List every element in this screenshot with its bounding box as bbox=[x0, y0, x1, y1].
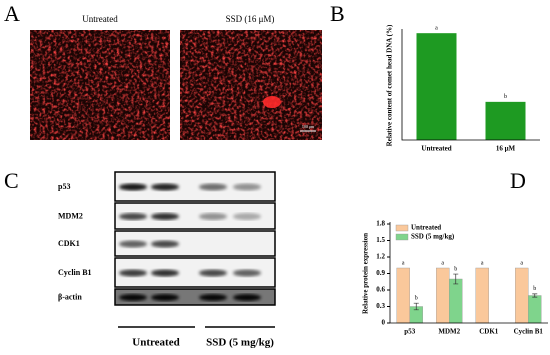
blot-row-label: MDM2 bbox=[58, 211, 83, 220]
axes bbox=[401, 29, 540, 141]
significance-letter: b bbox=[415, 296, 418, 302]
western-blot: p53 MDM2 CDK1 Cyclin B1 β-actin bbox=[58, 171, 276, 306]
blot-row-label: β-actin bbox=[58, 292, 82, 301]
legend-label: Untreated bbox=[411, 224, 441, 232]
bar bbox=[396, 267, 410, 324]
legend-label: SSD (5 mg/kg) bbox=[411, 233, 455, 241]
y-tick-label: 1.8 bbox=[376, 220, 385, 228]
micrograph-label: SSD (16 μM) bbox=[226, 14, 275, 24]
x-tick-label: Cyclin B1 bbox=[514, 328, 544, 336]
blot-band bbox=[119, 269, 147, 277]
bar bbox=[436, 267, 450, 324]
blot-strip bbox=[114, 288, 276, 306]
panel-label: C bbox=[4, 168, 19, 193]
blot-band bbox=[233, 294, 261, 301]
blot-row-label: p53 bbox=[58, 182, 70, 191]
bar bbox=[416, 33, 457, 140]
panel-label: A bbox=[4, 1, 20, 26]
group-label: SSD (5 mg/kg) bbox=[206, 337, 274, 349]
blot-band bbox=[233, 183, 261, 191]
blot-row-label: CDK1 bbox=[58, 239, 80, 248]
blot-band bbox=[119, 294, 147, 301]
micrograph bbox=[180, 30, 322, 140]
y-tick-label: 1.2 bbox=[376, 253, 385, 261]
y-tick-label: 0.3 bbox=[376, 302, 385, 310]
blot-band bbox=[151, 269, 179, 277]
bar bbox=[449, 278, 463, 324]
error-bar bbox=[532, 293, 538, 298]
legend-swatch bbox=[395, 224, 409, 232]
blot-band bbox=[151, 213, 179, 220]
blot-band bbox=[151, 294, 179, 301]
y-tick-label: 0 bbox=[382, 319, 386, 327]
x-tick-label: MDM2 bbox=[438, 328, 460, 336]
significance-letter: a bbox=[435, 26, 438, 32]
group-label: Untreated bbox=[132, 337, 179, 349]
blot-row-label: Cyclin B1 bbox=[58, 268, 92, 277]
blot-band bbox=[233, 213, 261, 220]
micrograph-label: Untreated bbox=[82, 14, 118, 24]
y-tick-label: 1.5 bbox=[376, 236, 385, 244]
significance-letter: b bbox=[533, 286, 536, 292]
significance-letter: b bbox=[454, 266, 457, 272]
y-tick-label: 0.6 bbox=[376, 286, 385, 294]
error-bar bbox=[453, 273, 459, 285]
blot-band bbox=[119, 183, 147, 191]
blot-band bbox=[199, 183, 227, 191]
error-bar bbox=[413, 302, 419, 311]
axes bbox=[389, 222, 548, 324]
blot-band bbox=[199, 269, 227, 277]
blot-band bbox=[199, 294, 227, 301]
panel-label: D bbox=[510, 168, 526, 193]
significance-letter: a bbox=[402, 260, 405, 266]
blot-band bbox=[233, 269, 261, 277]
blot-band bbox=[151, 183, 179, 191]
significance-letter: a bbox=[441, 260, 444, 266]
y-axis-label: Relative content of comet head DNA (%) bbox=[386, 24, 394, 146]
x-tick-label: CDK1 bbox=[479, 328, 499, 336]
y-axis-label: Relative protein expression bbox=[362, 233, 370, 314]
x-tick-label: 16 μM bbox=[496, 145, 516, 153]
panel-label: B bbox=[330, 1, 345, 26]
bar bbox=[475, 267, 489, 324]
legend-swatch bbox=[395, 233, 409, 241]
bar bbox=[485, 101, 526, 140]
micrograph bbox=[30, 30, 170, 140]
scale-bar-label: 100 μm bbox=[302, 124, 315, 129]
bar bbox=[515, 267, 529, 324]
blot-band bbox=[119, 240, 147, 248]
y-tick-label: 0.9 bbox=[376, 269, 385, 277]
blot-band bbox=[151, 240, 179, 248]
bar bbox=[528, 295, 542, 324]
x-tick-label: Untreated bbox=[421, 145, 451, 153]
blot-band bbox=[119, 213, 147, 220]
significance-letter: a bbox=[481, 260, 484, 266]
x-tick-label: p53 bbox=[404, 328, 415, 336]
significance-letter: b bbox=[504, 94, 507, 100]
significance-letter: a bbox=[520, 260, 523, 266]
blot-band bbox=[199, 213, 227, 220]
